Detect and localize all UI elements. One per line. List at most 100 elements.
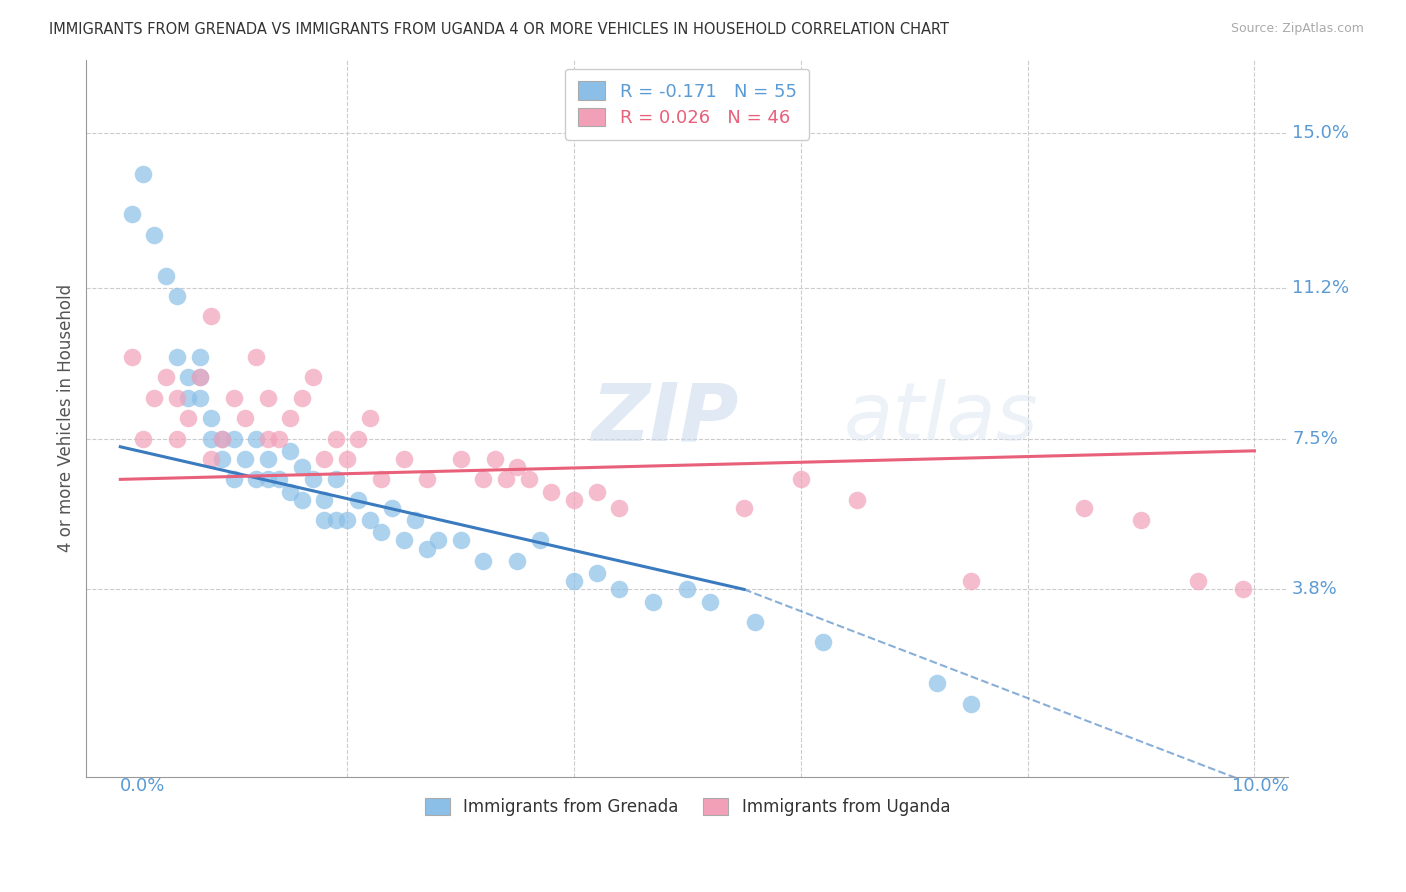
Point <box>166 391 188 405</box>
Point <box>562 492 585 507</box>
Text: 15.0%: 15.0% <box>1292 124 1348 142</box>
Point <box>233 452 256 467</box>
Point <box>143 227 166 242</box>
Point <box>585 566 607 580</box>
Point <box>392 452 415 467</box>
Point <box>280 411 302 425</box>
Point <box>188 370 211 384</box>
Point <box>245 432 267 446</box>
Point <box>302 370 325 384</box>
Point <box>336 452 359 467</box>
Point <box>200 452 222 467</box>
Text: IMMIGRANTS FROM GRENADA VS IMMIGRANTS FROM UGANDA 4 OR MORE VEHICLES IN HOUSEHOL: IMMIGRANTS FROM GRENADA VS IMMIGRANTS FR… <box>49 22 949 37</box>
Point <box>585 484 607 499</box>
Point <box>404 513 426 527</box>
Point <box>359 513 381 527</box>
Text: ZIP: ZIP <box>591 379 738 458</box>
Point <box>325 432 347 446</box>
Point <box>699 594 721 608</box>
Point <box>155 370 177 384</box>
Text: Source: ZipAtlas.com: Source: ZipAtlas.com <box>1230 22 1364 36</box>
Text: atlas: atlas <box>844 379 1039 458</box>
Point <box>177 370 200 384</box>
Point <box>222 391 245 405</box>
Point <box>960 574 983 589</box>
Point <box>121 207 143 221</box>
Point <box>132 432 155 446</box>
Point <box>314 492 336 507</box>
Point <box>813 635 835 649</box>
Point <box>450 533 472 548</box>
Point <box>846 492 869 507</box>
Point <box>744 615 766 629</box>
Point <box>925 676 948 690</box>
Point <box>211 432 233 446</box>
Point <box>166 350 188 364</box>
Point <box>472 472 495 486</box>
Point <box>790 472 813 486</box>
Point <box>302 472 325 486</box>
Point <box>256 432 278 446</box>
Text: 11.2%: 11.2% <box>1292 279 1350 297</box>
Point <box>676 582 699 597</box>
Text: 0.0%: 0.0% <box>121 777 166 795</box>
Point <box>222 432 245 446</box>
Point <box>1187 574 1209 589</box>
Point <box>155 268 177 283</box>
Point <box>211 452 233 467</box>
Point <box>484 452 506 467</box>
Point <box>359 411 381 425</box>
Point <box>415 472 437 486</box>
Point <box>143 391 166 405</box>
Point <box>607 500 630 515</box>
Y-axis label: 4 or more Vehicles in Household: 4 or more Vehicles in Household <box>58 285 75 552</box>
Point <box>245 472 267 486</box>
Point <box>166 432 188 446</box>
Point <box>200 411 222 425</box>
Point <box>222 472 245 486</box>
Point <box>188 391 211 405</box>
Point <box>562 574 585 589</box>
Point <box>960 697 983 711</box>
Point <box>291 492 314 507</box>
Legend: Immigrants from Grenada, Immigrants from Uganda: Immigrants from Grenada, Immigrants from… <box>415 788 960 826</box>
Point <box>177 411 200 425</box>
Point <box>392 533 415 548</box>
Point <box>1232 582 1254 597</box>
Point <box>256 472 278 486</box>
Text: 3.8%: 3.8% <box>1292 581 1337 599</box>
Text: 7.5%: 7.5% <box>1292 430 1339 448</box>
Point <box>450 452 472 467</box>
Point <box>347 492 370 507</box>
Point <box>200 310 222 324</box>
Point <box>256 452 278 467</box>
Point <box>607 582 630 597</box>
Point <box>517 472 540 486</box>
Point <box>267 472 290 486</box>
Point <box>506 554 529 568</box>
Point <box>132 167 155 181</box>
Point <box>336 513 359 527</box>
Point <box>233 411 256 425</box>
Point <box>426 533 449 548</box>
Point <box>188 350 211 364</box>
Point <box>506 460 529 475</box>
Point <box>121 350 143 364</box>
Point <box>245 350 267 364</box>
Point <box>291 391 314 405</box>
Point <box>256 391 278 405</box>
Point <box>325 472 347 486</box>
Point <box>280 443 302 458</box>
Point <box>540 484 562 499</box>
Point <box>314 452 336 467</box>
Point <box>1130 513 1153 527</box>
Point <box>529 533 551 548</box>
Point <box>370 525 392 540</box>
Point <box>325 513 347 527</box>
Point <box>211 432 233 446</box>
Point <box>495 472 517 486</box>
Point <box>643 594 665 608</box>
Point <box>188 370 211 384</box>
Point <box>291 460 314 475</box>
Point <box>280 484 302 499</box>
